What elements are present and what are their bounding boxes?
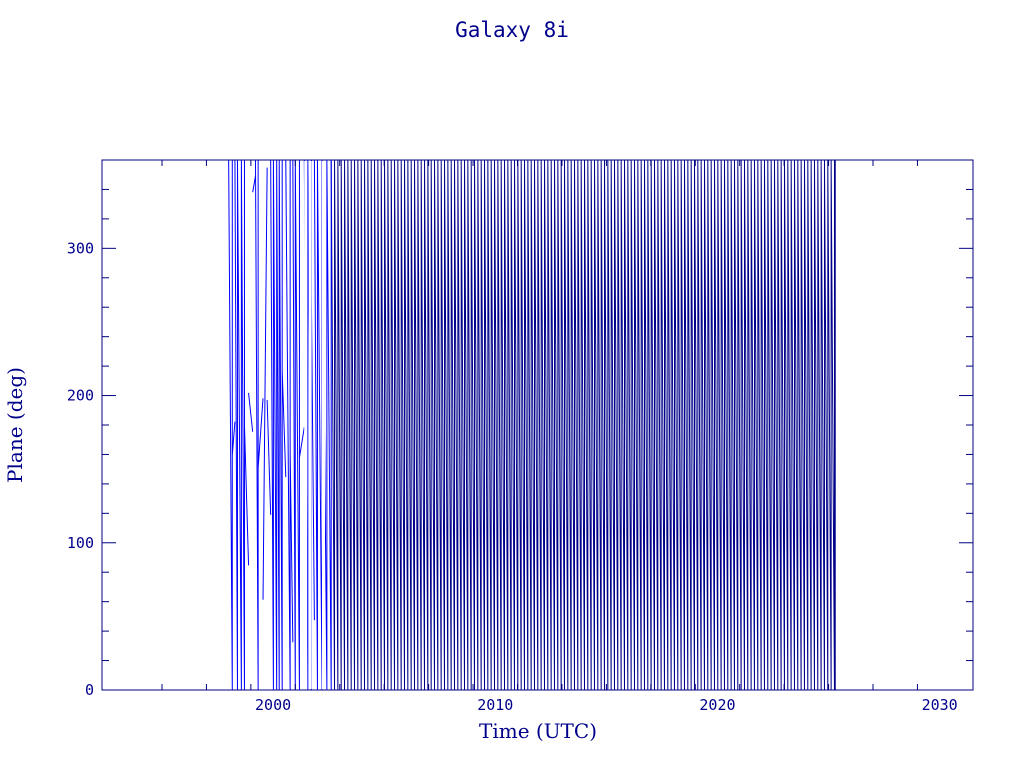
data-gap [308, 161, 312, 689]
chart-title: Galaxy 8i [455, 18, 569, 42]
x-tick-label: 2020 [699, 696, 735, 714]
data-gap [304, 161, 308, 689]
series-line [330, 159, 836, 691]
x-axis-ticks: 2000 2010 2020 2030 [161, 160, 958, 714]
x-tick-label: 2010 [477, 696, 513, 714]
y-axis-ticks: 0 100 200 300 [67, 159, 973, 699]
y-tick-label: 200 [67, 387, 94, 405]
y-tick-label: 300 [67, 239, 94, 257]
x-axis-label: Time (UTC) [479, 719, 597, 743]
x-tick-label: 2030 [922, 696, 958, 714]
y-tick-label: 100 [67, 534, 94, 552]
x-tick-label: 2000 [255, 696, 291, 714]
data-gap [321, 161, 325, 689]
y-axis-label: Plane (deg) [3, 367, 27, 483]
series-line-irregular [228, 159, 332, 691]
plot-area [228, 159, 836, 691]
y-tick-label: 0 [85, 681, 94, 699]
